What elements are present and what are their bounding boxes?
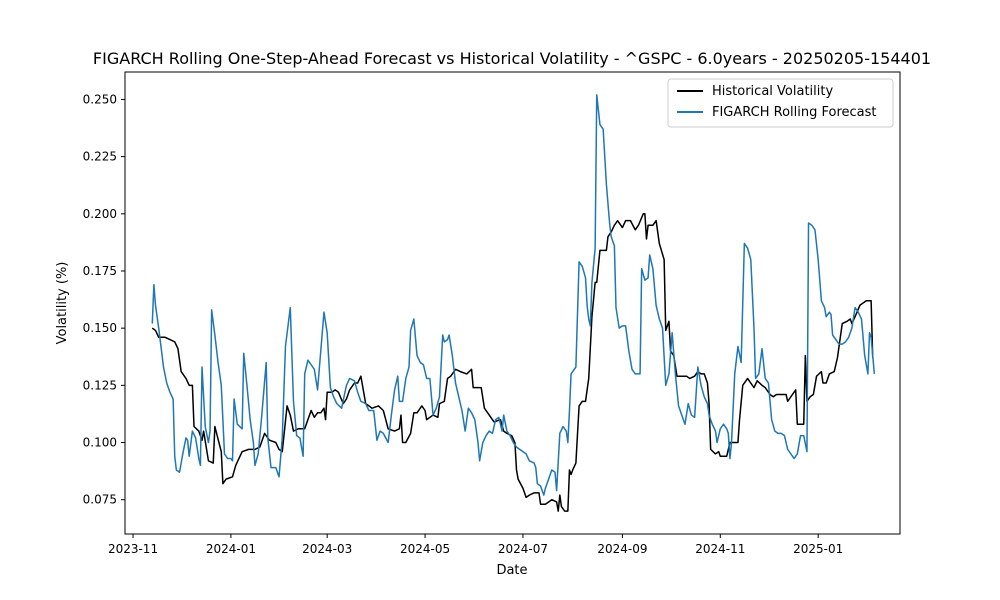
y-axis-title: Volatility (%) — [55, 262, 70, 345]
x-tick-label: 2024-07 — [498, 542, 548, 556]
legend-label-forecast: FIGARCH Rolling Forecast — [712, 105, 877, 120]
legend-label-historical: Historical Volatility — [712, 84, 833, 99]
y-tick-label: 0.125 — [83, 378, 117, 392]
y-tick-label: 0.200 — [83, 207, 117, 221]
historical-volatility-line — [151, 213, 874, 512]
y-tick-label: 0.075 — [83, 493, 117, 507]
plot-lines — [151, 94, 876, 512]
x-tick-label: 2024-11 — [695, 542, 745, 556]
y-tick-label: 0.150 — [83, 321, 117, 335]
x-tick-label: 2024-09 — [597, 542, 647, 556]
legend-box — [667, 78, 894, 128]
y-tick-label: 0.225 — [83, 150, 117, 164]
x-tick-label: 2024-03 — [302, 542, 352, 556]
chart-title: FIGARCH Rolling One-Step-Ahead Forecast … — [93, 49, 931, 68]
y-axis: 0.075 0.100 0.125 0.150 0.175 0.200 0.225 0.250 — [83, 92, 125, 507]
x-tick-label: 2024-01 — [206, 542, 256, 556]
x-tick-label: 2024-05 — [400, 542, 450, 556]
y-tick-label: 0.250 — [83, 92, 117, 106]
x-axis-title: Date — [496, 563, 527, 578]
x-tick-label: 2025-01 — [793, 542, 843, 556]
y-tick-label: 0.175 — [83, 264, 117, 278]
x-axis: 2023-11 2024-01 2024-03 2024-05 2024-07 2024-… — [108, 534, 843, 556]
x-tick-label: 2023-11 — [108, 542, 158, 556]
plot-frame — [124, 71, 901, 535]
figarch-forecast-line — [151, 94, 876, 496]
y-tick-label: 0.100 — [83, 436, 117, 450]
legend: Historical Volatility FIGARCH Rolling Fo… — [667, 78, 894, 128]
